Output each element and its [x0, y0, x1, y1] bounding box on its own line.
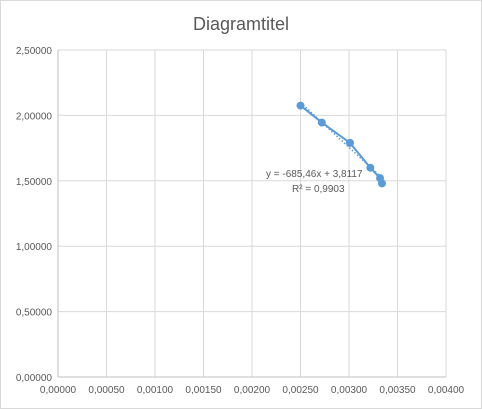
y-tick-label: 1,00000	[16, 242, 53, 253]
x-tick-label: 0,00250	[282, 385, 319, 396]
trendline-equation: y = -685,46x + 3,8117	[266, 169, 363, 180]
x-tick-label: 0,00050	[88, 385, 125, 396]
trendline-r2: R² = 0,9903	[292, 184, 345, 195]
tick-labels: 0,00000 0,00050 0,00100 0,00150 0,00200 0,002…	[16, 46, 465, 396]
y-tick-label: 2,50000	[16, 46, 53, 57]
y-tick-label: 1,50000	[16, 177, 53, 188]
x-tick-label: 0,00400	[428, 385, 465, 396]
trendline-labels: y = -685,46x + 3,8117 R² = 0,9903	[266, 169, 363, 195]
y-tick-label: 0,50000	[16, 308, 53, 319]
x-tick-label: 0,00200	[234, 385, 271, 396]
data-point	[377, 179, 386, 188]
x-tick-label: 0,00350	[379, 385, 416, 396]
axes	[57, 50, 446, 378]
x-tick-label: 0,00150	[185, 385, 222, 396]
x-tick-label: 0,00000	[40, 385, 77, 396]
data-series	[296, 101, 386, 188]
y-tick-label: 2,00000	[16, 111, 53, 122]
chart-title: Diagramtitel	[192, 14, 290, 34]
data-point	[317, 118, 326, 127]
data-point	[366, 163, 375, 172]
data-point	[296, 101, 305, 110]
x-tick-label: 0,00300	[331, 385, 368, 396]
x-tick-label: 0,00100	[137, 385, 174, 396]
gridlines	[58, 49, 447, 377]
data-point	[345, 138, 354, 147]
y-tick-label: 0,00000	[16, 373, 53, 384]
